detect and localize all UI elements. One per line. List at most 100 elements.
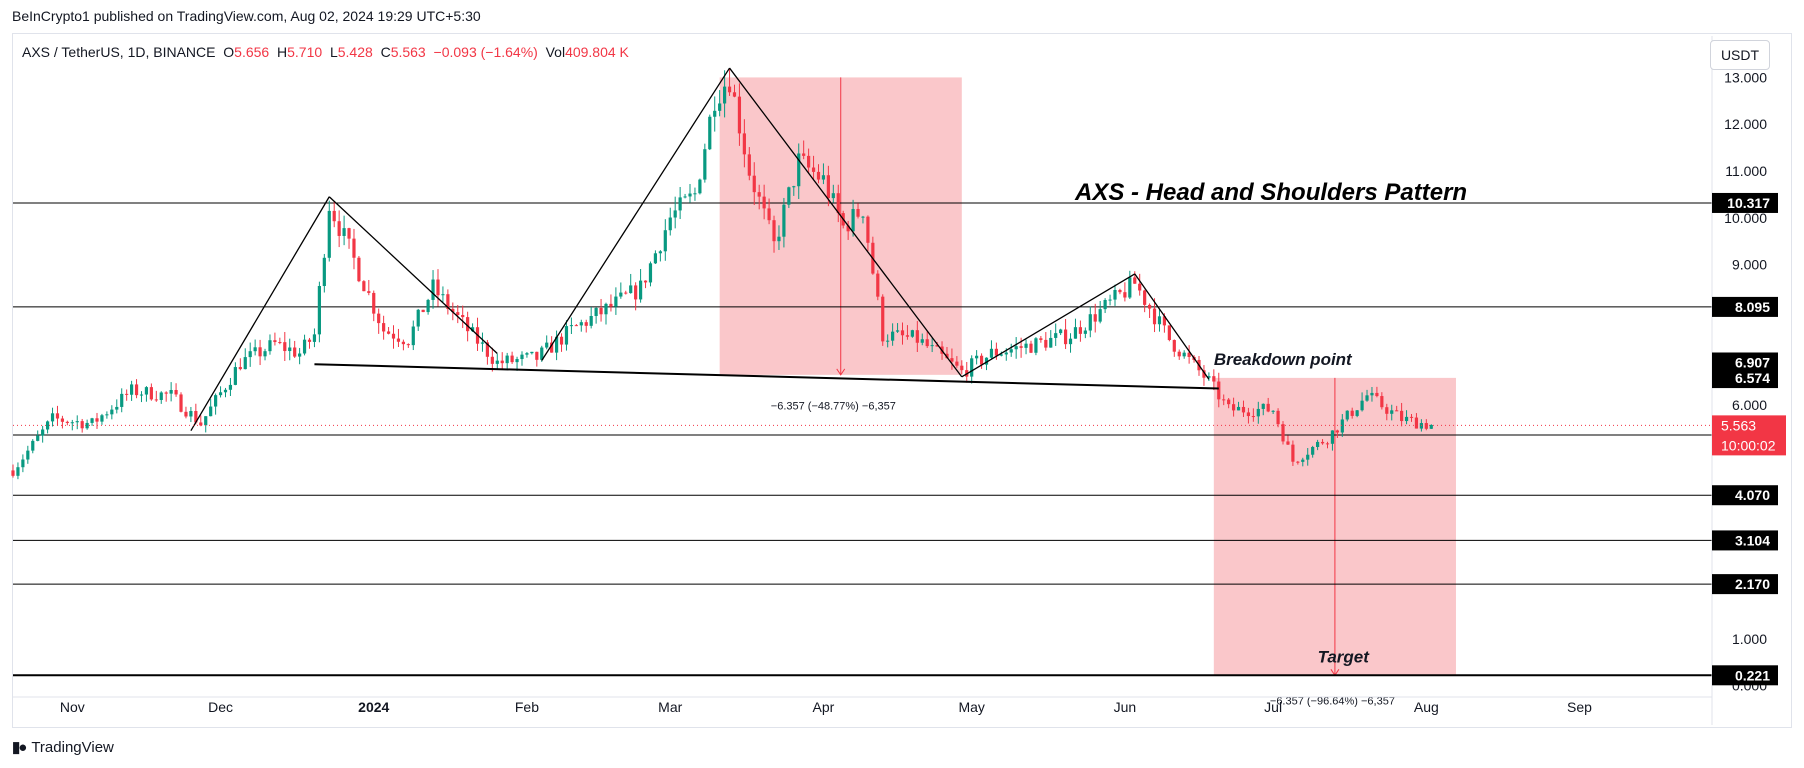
x-tick-label-8: Jul: [1264, 699, 1282, 715]
candle: [821, 163, 826, 185]
candle: [1014, 337, 1018, 359]
candle-body: [1404, 416, 1409, 422]
candle-body: [658, 251, 662, 254]
candle-body: [732, 92, 737, 97]
candle: [614, 287, 618, 315]
candle: [792, 185, 796, 196]
candle: [989, 340, 994, 359]
candle: [540, 345, 544, 362]
candle: [604, 302, 608, 325]
candle: [1276, 408, 1280, 428]
candle: [1316, 439, 1320, 451]
symbol-label[interactable]: AXS / TetherUS, 1D, BINANCE: [22, 44, 216, 60]
candle: [480, 332, 485, 352]
candle-body: [1291, 444, 1295, 462]
candle: [856, 203, 860, 219]
currency-button[interactable]: USDT: [1710, 40, 1770, 70]
candle: [302, 334, 307, 356]
candle-body: [525, 353, 529, 355]
candle-body: [382, 323, 386, 332]
candle: [1281, 421, 1285, 445]
candle: [1034, 337, 1038, 356]
candle-body: [312, 334, 317, 342]
candle: [134, 379, 139, 399]
candle: [322, 253, 326, 293]
level-badge-label-2: 6.907: [1735, 354, 1770, 370]
candle-body: [406, 344, 410, 346]
candle: [970, 355, 974, 384]
candle-body: [436, 279, 440, 296]
candle-body: [41, 429, 45, 436]
candle: [515, 356, 519, 371]
candle: [312, 328, 317, 348]
candle: [298, 347, 302, 365]
candle: [1404, 410, 1409, 425]
candle-body: [1395, 410, 1399, 412]
candle-body: [1138, 283, 1142, 291]
candle: [900, 322, 905, 345]
y-tick-label-3: 10.000: [1724, 210, 1767, 226]
volume-value: 409.804 K: [565, 44, 629, 60]
candle: [223, 387, 228, 398]
candle-body: [752, 175, 756, 193]
candle-body: [1400, 410, 1404, 422]
low-label: L: [329, 44, 338, 60]
candle: [866, 215, 870, 252]
candle: [975, 350, 979, 365]
candle-body: [1172, 340, 1176, 352]
candle-body: [1227, 399, 1231, 405]
candle-body: [643, 280, 648, 283]
candle: [584, 319, 588, 333]
candle-body: [21, 459, 25, 468]
candle-body: [975, 355, 979, 359]
candle-body: [742, 133, 746, 155]
candle: [362, 280, 366, 292]
candle-body: [1241, 406, 1246, 413]
candle-body: [619, 292, 623, 297]
ohlc-legend: AXS / TetherUS, 1D, BINANCE O5.656 H5.71…: [22, 44, 629, 60]
candle-countdown-label: 10:00:02: [1721, 437, 1776, 453]
candle-body: [401, 341, 405, 345]
x-tick-label-4: Mar: [658, 699, 682, 715]
candle: [1424, 419, 1428, 431]
candle: [130, 380, 134, 401]
candle-body: [169, 389, 173, 394]
candle: [895, 323, 900, 333]
tradingview-logo[interactable]: ▮● TradingView: [12, 738, 114, 757]
candle: [115, 399, 119, 414]
candle-body: [1093, 314, 1097, 322]
measure-label-1: −6.357 (−96.64%) −6,357: [1270, 695, 1395, 707]
candle-body: [238, 367, 242, 370]
candle: [332, 201, 336, 228]
chart-frame: [12, 33, 1792, 728]
candle: [984, 357, 989, 371]
candle-body: [377, 313, 381, 324]
candle-body: [554, 336, 559, 353]
candle-body: [816, 171, 821, 180]
candle-body: [451, 308, 455, 313]
candle-body: [342, 228, 346, 236]
open-value: 5.656: [234, 44, 270, 60]
candle: [965, 361, 969, 383]
candle-body: [609, 303, 613, 307]
candle-body: [1202, 370, 1206, 378]
candle: [1261, 403, 1265, 416]
candle-body: [480, 342, 485, 344]
candle-body: [362, 281, 366, 292]
candle: [495, 353, 499, 370]
candle: [708, 114, 712, 151]
candle-body: [1375, 392, 1379, 397]
candle-body: [396, 338, 401, 342]
candle-body: [530, 351, 534, 354]
candle-body: [253, 347, 257, 352]
candle-body: [886, 340, 890, 342]
candle-body: [485, 342, 490, 357]
candle: [599, 298, 603, 322]
candle-body: [302, 339, 307, 354]
candle-body: [60, 418, 65, 422]
candle-body: [90, 418, 94, 423]
candle-body: [1370, 392, 1374, 396]
candle-body: [515, 359, 519, 363]
candle: [258, 339, 262, 366]
